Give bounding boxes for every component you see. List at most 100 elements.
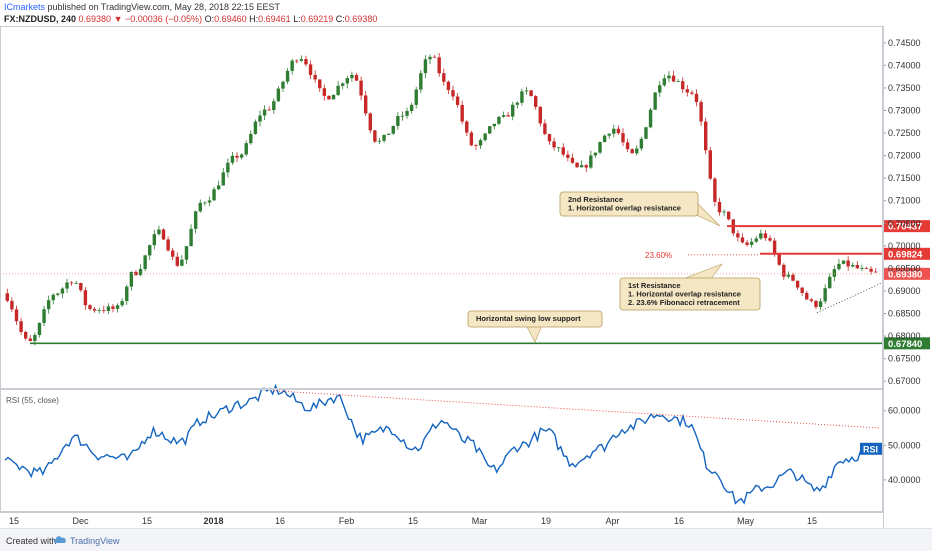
price-tick-label: 0.69500 (888, 263, 921, 273)
candle-body (488, 126, 492, 134)
candle-body (391, 125, 395, 134)
last-price: 0.69380 (78, 14, 112, 24)
candle-body (276, 88, 281, 102)
axis-layer: 0.74500 0.74000 0.73500 0.73000 0.72500 0.720… (9, 38, 921, 526)
rsi-line (4, 383, 879, 505)
candle-body (566, 154, 570, 158)
price-tick-label: 0.67000 (888, 376, 921, 386)
candle-body (350, 74, 354, 79)
candle-body (704, 121, 708, 151)
candle-body (157, 229, 161, 235)
high-value: 0.69461 (258, 14, 291, 24)
candle-body (579, 165, 584, 168)
candle-body (814, 300, 818, 307)
candle-body (115, 305, 120, 309)
price-tick-label: 0.74500 (888, 38, 921, 48)
candle-body (635, 148, 639, 154)
candle-body (556, 147, 561, 149)
callout-text: 1st Resistance (628, 281, 681, 290)
candle-body (377, 140, 382, 142)
candle-body (685, 89, 690, 93)
candle-body (437, 57, 441, 74)
candle-body (152, 234, 157, 246)
candle-body (474, 145, 478, 147)
rsi-tick-label: 40.0000 (888, 475, 921, 485)
candle-body (308, 64, 313, 75)
candle-body (533, 96, 538, 107)
candle-body (19, 321, 23, 332)
candle-body (51, 294, 55, 301)
candle-body (230, 155, 235, 163)
candle-body (221, 172, 225, 186)
candle-body (405, 111, 409, 116)
candle-body (759, 233, 763, 239)
price-tick-label: 0.68000 (888, 331, 921, 341)
price-label-text: 0.69380 (888, 269, 922, 280)
time-tick-label: 16 (275, 516, 285, 526)
candle-body (345, 78, 350, 84)
chart-canvas[interactable]: 23.60% 0.70437 0.69824 0.69380 0.67840 2nd Re… (0, 0, 932, 528)
candle-body (483, 133, 487, 141)
candle-body (616, 128, 621, 134)
candle-body (538, 106, 542, 124)
open-value: 0.69460 (214, 14, 247, 24)
candle-body (244, 143, 248, 155)
candle-body (777, 253, 781, 265)
candle-body (598, 142, 602, 153)
candle-body (828, 276, 832, 289)
candle-body (382, 134, 386, 141)
candle-body (561, 147, 565, 155)
candle-body (515, 102, 520, 105)
price-label-box (884, 267, 930, 280)
candle-body (442, 73, 446, 82)
candle-body (612, 128, 616, 134)
callout-box (559, 191, 699, 217)
candle-body (823, 288, 827, 302)
price-label-text: 0.67840 (888, 339, 922, 350)
candle-body (543, 123, 547, 135)
rsi-tick-label: 50.0000 (888, 440, 921, 450)
candle-body (552, 141, 556, 148)
candle-body (97, 310, 101, 312)
candle-body (166, 239, 170, 251)
high-label: H: (249, 14, 259, 24)
price-tick-label: 0.73000 (888, 105, 921, 115)
candle-body (161, 229, 166, 240)
candle-body (547, 134, 552, 142)
time-tick-label: 16 (674, 516, 684, 526)
price-label-text: 0.69824 (888, 249, 923, 260)
rsi-tag-label: RSI (863, 444, 878, 454)
candle-body (584, 165, 588, 168)
candle-body (373, 130, 377, 142)
candle-body (593, 152, 598, 156)
candle-body (818, 301, 823, 307)
candle-body (607, 133, 611, 136)
tradingview-brand[interactable]: TradingView (70, 536, 120, 546)
candle-body (281, 81, 285, 89)
change-value: ▼ −0.00036 (−0.05%) (113, 14, 203, 24)
candle-body (874, 271, 878, 273)
candle-body (33, 334, 37, 341)
candle-body (354, 74, 359, 81)
callout-text: 1. Horizontal overlap resistance (568, 204, 681, 213)
candle-body (841, 260, 846, 264)
callout-text: Horizontal swing low support (476, 314, 581, 323)
candle-body (749, 241, 754, 245)
price-tick-label: 0.71000 (888, 196, 921, 206)
author-link[interactable]: ICmarkets (4, 2, 46, 12)
fib-label: 23.60% (645, 251, 672, 260)
candle-body (589, 155, 593, 168)
candle-body (56, 293, 60, 295)
candle-body (42, 309, 46, 323)
price-series-layer (5, 52, 878, 346)
candle-body (65, 282, 69, 289)
callout-text: 1. Horizontal overlap resistance (628, 290, 741, 299)
candle-body (253, 121, 258, 134)
footer-bar: Created with TradingView (0, 528, 932, 551)
price-tick-label: 0.69000 (888, 286, 921, 296)
close-label: C: (335, 14, 345, 24)
candle-body (216, 185, 221, 190)
candle-body (143, 255, 147, 270)
candle-body (363, 95, 368, 114)
